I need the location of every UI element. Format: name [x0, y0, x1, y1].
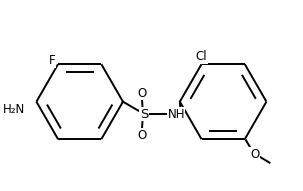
Text: F: F: [48, 54, 55, 67]
Text: Cl: Cl: [196, 50, 207, 63]
Text: H₂N: H₂N: [3, 103, 25, 116]
Text: O: O: [137, 87, 146, 100]
Text: S: S: [140, 108, 148, 121]
Text: O: O: [250, 147, 259, 160]
Text: O: O: [137, 129, 146, 142]
Text: NH: NH: [168, 108, 185, 121]
